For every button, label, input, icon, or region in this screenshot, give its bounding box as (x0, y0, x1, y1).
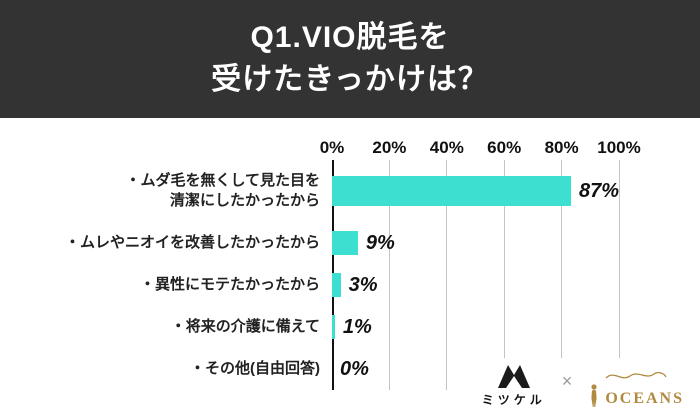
bar (332, 273, 341, 297)
mitsukeru-logo: ミツケル (482, 362, 546, 408)
x-tick-label: 60% (487, 138, 522, 157)
value-label: 3% (348, 273, 378, 296)
chart-row: ・ムレやニオイを改善したかったから 9% (0, 222, 700, 264)
value-label: 9% (365, 231, 395, 254)
gridline (618, 160, 620, 390)
x-axis: 0% 20% 40% 60% 80% 100% (0, 134, 700, 160)
x-tick-label: 100% (597, 138, 641, 157)
x-tick-label: 40% (429, 138, 464, 157)
gridline (388, 160, 390, 390)
bar (332, 315, 335, 339)
oceans-label: OCEANS (605, 390, 684, 407)
oceans-logo: OCEANS (588, 369, 684, 408)
category-label: ・ムダ毛を無くして見た目を 清潔にしたかったから (125, 171, 320, 209)
chart-row: ・将来の介護に備えて 1% (0, 306, 700, 348)
chart-rows: ・ムダ毛を無くして見た目を 清潔にしたかったから 87% ・ムレやニオイを改善したかっ… (0, 160, 700, 390)
footer-logos: ミツケル × OCEANS (479, 358, 686, 412)
bar-area: 87% (332, 176, 619, 206)
category-label: ・その他(自由回答) (190, 359, 320, 377)
chart-plot-area: ・ムダ毛を無くして見た目を 清潔にしたかったから 87% ・ムレやニオイを改善したかっ… (0, 160, 700, 390)
chart-row: ・その他(自由回答) 0% (0, 348, 700, 390)
bar-chart: 0% 20% 40% 60% 80% 100% ・ムダ毛を無くして見た目を 清潔にしたかった… (0, 118, 700, 390)
mitsukeru-mark-icon (497, 365, 530, 388)
chart-row: ・ムダ毛を無くして見た目を 清潔にしたかったから 87% (0, 160, 700, 222)
gridline (503, 160, 505, 390)
gridline (446, 160, 448, 390)
oceans-logo-row: OCEANS (588, 384, 684, 408)
bar-area: 1% (332, 315, 619, 339)
chart-row: ・異性にモテたかったから 3% (0, 264, 700, 306)
bar-area: 9% (332, 231, 619, 255)
bar-area: 3% (332, 273, 619, 297)
bar-area: 0% (332, 357, 619, 381)
value-label: 87% (578, 179, 619, 202)
cross-separator: × (561, 371, 573, 391)
title-banner: Q1.VIO脱毛を 受けたきっかけは？ (0, 0, 700, 118)
category-label: ・ムレやニオイを改善したかったから (64, 233, 320, 251)
x-tick-label: 0% (319, 138, 345, 157)
page-title-line1: Q1.VIO脱毛を (250, 21, 450, 54)
value-label: 1% (342, 315, 372, 338)
x-axis-ticks: 0% 20% 40% 60% 80% 100% (320, 134, 641, 160)
category-label: ・異性にモテたかったから (139, 275, 320, 293)
value-label: 0% (340, 357, 369, 380)
bar (332, 231, 358, 255)
x-tick-label: 20% (372, 138, 407, 157)
axis-spacer (0, 134, 332, 160)
x-tick-label: 80% (544, 138, 579, 157)
oceans-figure-icon (591, 384, 597, 407)
category-label: ・将来の介護に備えて (170, 317, 320, 335)
gridline (561, 160, 563, 390)
bar (332, 176, 571, 206)
oceans-script-flourish-icon (605, 371, 667, 379)
page-title-line2: 受けたきっかけは？ (211, 63, 489, 96)
mitsukeru-label: ミツケル (481, 393, 546, 407)
